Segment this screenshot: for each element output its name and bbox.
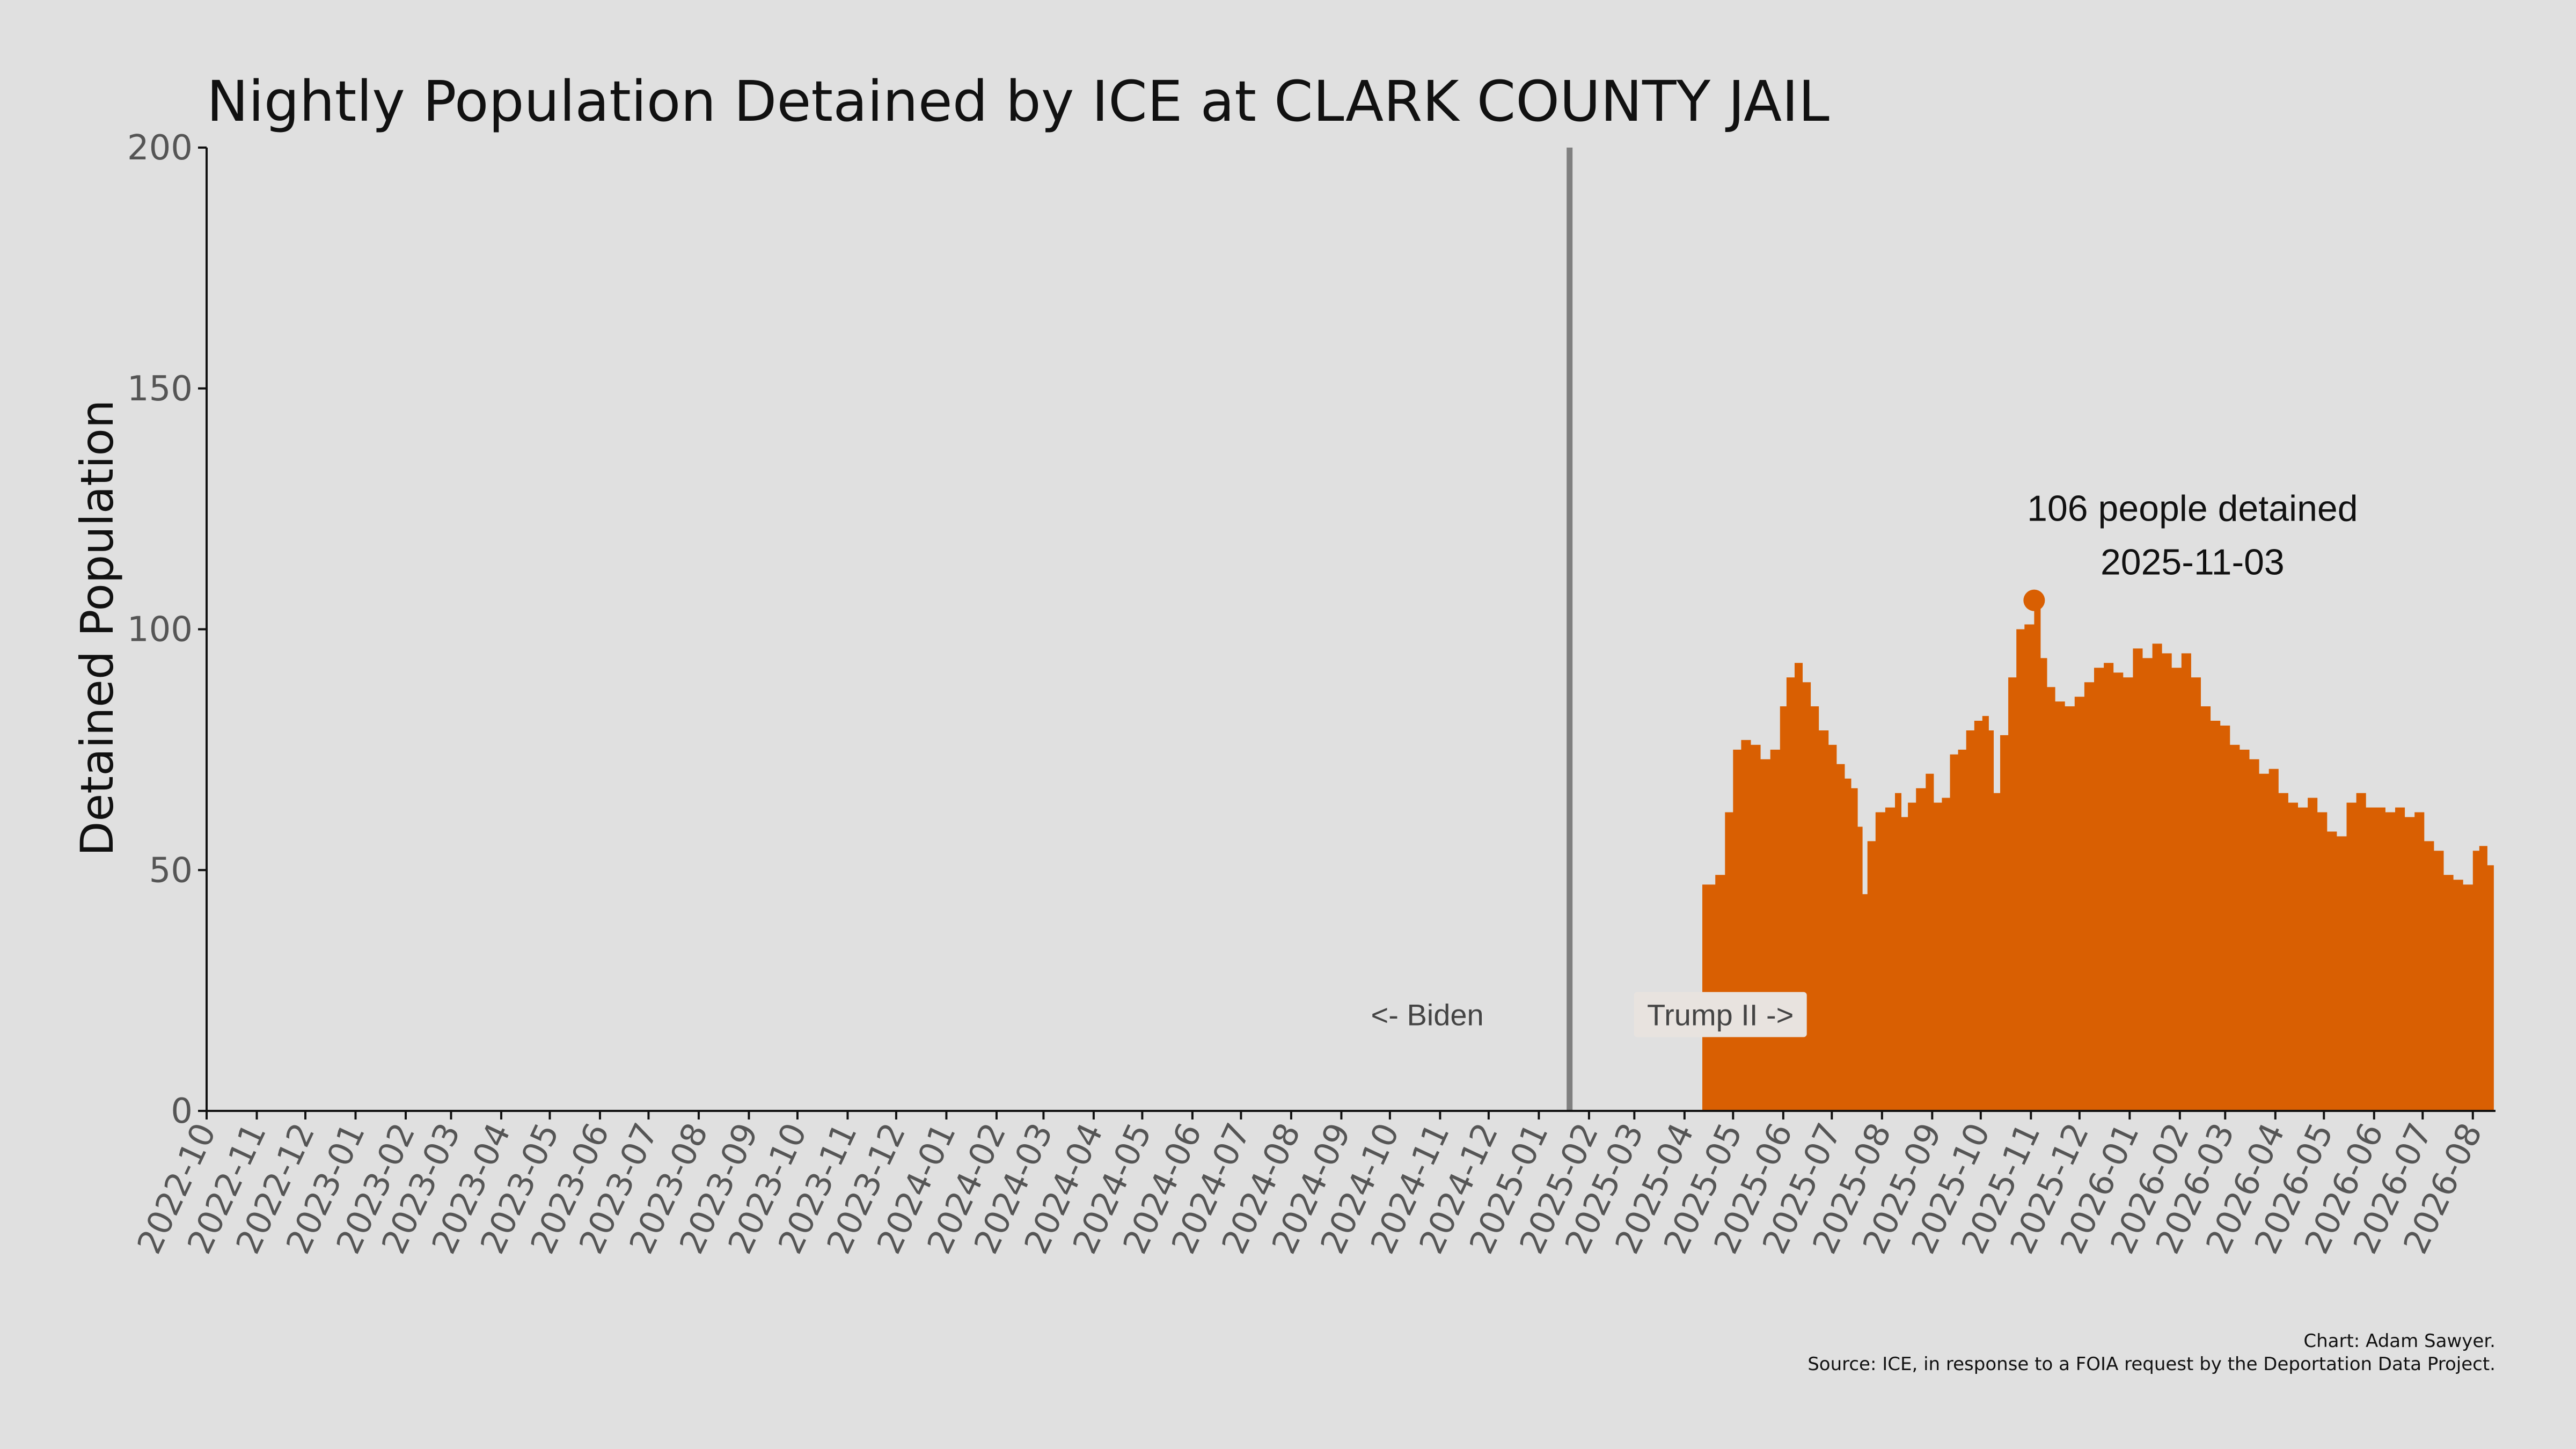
biden-era-label: <- Biden — [1371, 998, 1484, 1032]
annotations: 106 people detained 2025-11-03 <- Biden Tru… — [1371, 488, 2358, 1037]
caption-credit: Chart: Adam Sawyer. — [2303, 1330, 2496, 1352]
y-tick-label: 100 — [127, 610, 193, 650]
trump-era-label: Trump II -> — [1647, 998, 1794, 1032]
trump-era-label-bg — [1634, 992, 1807, 1037]
y-tick-label: 50 — [149, 851, 193, 890]
area-layer — [1702, 600, 2494, 1111]
population-area — [1702, 600, 2494, 1111]
caption-source: Source: ICE, in response to a FOIA reque… — [1807, 1353, 2496, 1375]
peak-label-count: 106 people detained — [2027, 488, 2358, 529]
peak-label-date: 2025-11-03 — [2101, 542, 2285, 583]
peak-marker — [2023, 589, 2045, 611]
x-ticks: 2022-102022-112022-122023-012023-022023-… — [129, 1111, 2490, 1260]
y-tick-label: 200 — [127, 128, 193, 168]
y-tick-label: 150 — [127, 369, 193, 409]
chart-title: Nightly Population Detained by ICE at CL… — [207, 69, 1829, 134]
y-axis-label: Detained Population — [71, 400, 123, 856]
y-ticks: 0 50 100 150 200 — [127, 128, 207, 1131]
y-tick-label: 0 — [171, 1092, 193, 1131]
